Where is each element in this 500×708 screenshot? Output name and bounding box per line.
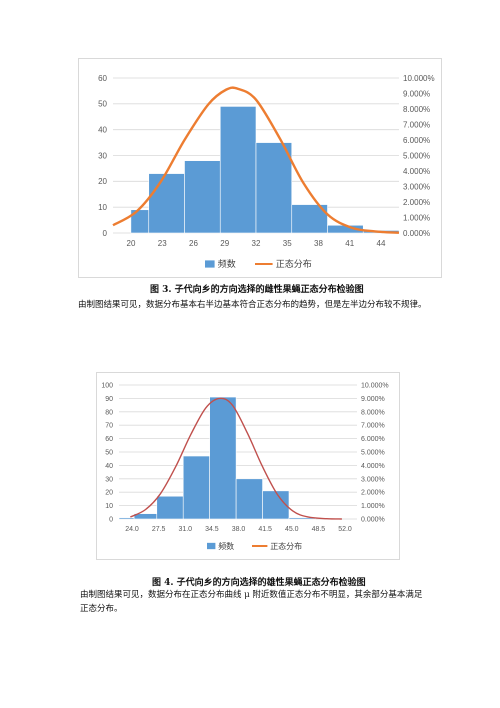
y-left-tick-label: 0 xyxy=(103,229,108,238)
x-tick-label: 48.5 xyxy=(312,526,326,533)
x-tick-label: 38 xyxy=(314,239,323,248)
y-right-tick-label: 9.000% xyxy=(361,396,385,403)
legend-label-normal: 正态分布 xyxy=(270,541,302,551)
histogram-bar xyxy=(184,160,221,234)
y-right-tick-label: 2.000% xyxy=(361,490,385,497)
y-right-tick-label: 7.000% xyxy=(361,423,385,430)
y-left-tick-label: 70 xyxy=(105,423,113,430)
x-tick-label: 23 xyxy=(158,239,167,248)
histogram-bar xyxy=(219,106,257,234)
y-left-tick-label: 20 xyxy=(98,177,107,186)
histogram-bar xyxy=(118,517,135,520)
figure-4-caption: 图 4. 子代向乡的方向选择的雄性果蝇正态分布检验图 xyxy=(152,578,366,588)
y-right-tick-label: 8.000% xyxy=(361,409,385,416)
y-right-tick-label: 2.000% xyxy=(403,198,430,207)
legend-label-frequency: 频数 xyxy=(218,258,236,270)
histogram-bar xyxy=(182,455,210,520)
x-tick-label: 26 xyxy=(189,239,198,248)
y-left-tick-label: 60 xyxy=(105,436,113,443)
y-right-tick-label: 10.000% xyxy=(361,382,389,389)
histogram-bar xyxy=(235,478,263,520)
histogram-bar xyxy=(156,495,184,520)
y-left-tick-label: 30 xyxy=(105,476,113,483)
y-left-tick-label: 40 xyxy=(105,463,113,470)
chart-figure-4: 0 10 20 30 40 50 60 70 80 90 100 0.000% 1.000% 2.000%… xyxy=(96,372,400,560)
y-left-tick-label: 100 xyxy=(101,382,113,389)
legend-swatch-frequency xyxy=(207,542,216,550)
x-tick-label: 45.0 xyxy=(285,526,299,533)
histogram-bar xyxy=(262,490,290,520)
legend-label-frequency: 频数 xyxy=(218,541,234,551)
histogram-bar xyxy=(148,173,185,234)
y-left-tick-label: 90 xyxy=(105,396,113,403)
figure-4-paragraph: 由制图结果可见，数据分布在正态分布曲线 μ 附近数值正态分布不明显，其余部分基本… xyxy=(80,590,423,614)
x-tick-label: 32 xyxy=(252,239,261,248)
y-left-tick-label: 0 xyxy=(109,516,113,523)
y-left-tick-label: 80 xyxy=(105,409,113,416)
x-tick-label: 41 xyxy=(345,239,354,248)
y-left-tick-label: 10 xyxy=(105,503,113,510)
x-tick-label: 34.5 xyxy=(205,526,219,533)
histogram-chart-3: 0 10 20 30 40 50 60 0.000% 1.000% 2.000% 3.000% 4.0… xyxy=(98,74,435,270)
x-tick-label: 35 xyxy=(283,239,292,248)
y-left-tick-label: 60 xyxy=(98,74,107,83)
y-right-tick-label: 7.000% xyxy=(403,120,430,129)
histogram-bar xyxy=(255,142,293,234)
y-right-tick-label: 9.000% xyxy=(403,89,430,98)
y-right-tick-label: 0.000% xyxy=(361,516,385,523)
y-left-tick-label: 20 xyxy=(105,490,113,497)
y-right-tick-label: 4.000% xyxy=(361,463,385,470)
y-right-tick-label: 5.000% xyxy=(361,449,385,456)
figure-3-paragraph: 由制图结果可见，数据分布基本右半边基本符合正态分布的趋势，但是左半边分布较不规律… xyxy=(78,300,427,310)
figure-3-caption: 图 3. 子代向乡的方向选择的雌性果蝇正态分布检验图 xyxy=(150,285,364,295)
y-right-tick-label: 6.000% xyxy=(361,436,385,443)
legend-label-normal: 正态分布 xyxy=(276,258,312,270)
normal-distribution-curve xyxy=(112,86,400,234)
y-left-tick-label: 30 xyxy=(98,151,107,160)
y-right-tick-label: 3.000% xyxy=(403,182,430,191)
x-tick-label: 27.5 xyxy=(152,526,166,533)
y-right-tick-label: 8.000% xyxy=(403,105,430,114)
y-right-tick-label: 1.000% xyxy=(361,503,385,510)
y-right-tick-label: 1.000% xyxy=(403,213,430,222)
histogram-chart-4: 0 10 20 30 40 50 60 70 80 90 100 0.000% 1.000% 2.000%… xyxy=(101,382,389,551)
y-left-tick-label: 40 xyxy=(98,125,107,134)
y-right-tick-label: 3.000% xyxy=(361,476,385,483)
x-tick-label: 24.0 xyxy=(125,526,139,533)
x-tick-label: 38.0 xyxy=(232,526,246,533)
x-tick-label: 31.0 xyxy=(178,526,192,533)
histogram-bar xyxy=(209,396,237,520)
x-tick-label: 52.0 xyxy=(338,526,352,533)
x-tick-label: 41.5 xyxy=(258,526,272,533)
y-left-tick-label: 10 xyxy=(98,203,107,212)
legend-swatch-frequency xyxy=(205,260,215,268)
normal-distribution-curve xyxy=(130,397,342,520)
y-right-tick-label: 10.000% xyxy=(403,74,435,83)
x-tick-label: 29 xyxy=(220,239,229,248)
x-tick-label: 20 xyxy=(127,239,136,248)
chart-figure-3: 0 10 20 30 40 50 60 0.000% 1.000% 2.000% 3.000% 4.0… xyxy=(78,58,442,278)
y-left-tick-label: 50 xyxy=(98,100,107,109)
y-right-tick-label: 4.000% xyxy=(403,167,430,176)
y-left-tick-label: 50 xyxy=(105,449,113,456)
y-right-tick-label: 5.000% xyxy=(403,151,430,160)
y-right-tick-label: 6.000% xyxy=(403,136,430,145)
y-right-tick-label: 0.000% xyxy=(403,229,430,238)
x-tick-label: 44 xyxy=(377,239,386,248)
